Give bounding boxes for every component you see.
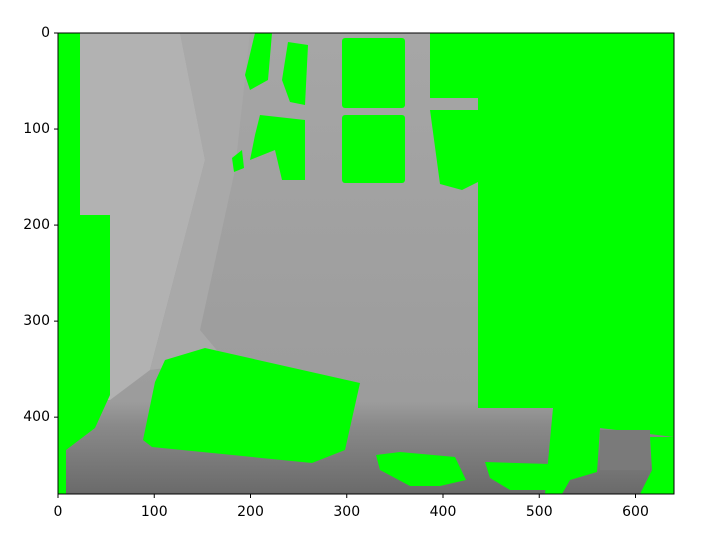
x-tick-label: 100 — [141, 504, 168, 520]
x-tick-label: 400 — [430, 504, 457, 520]
x-tick-label: 500 — [526, 504, 553, 520]
y-tick-label: 0 — [41, 25, 50, 41]
x-tick-label: 300 — [333, 504, 360, 520]
depth-image — [58, 33, 674, 494]
y-tick-label: 100 — [23, 121, 50, 137]
y-tick-label: 200 — [23, 217, 50, 233]
x-tick-label: 0 — [54, 504, 63, 520]
axes-frame — [57, 32, 675, 495]
x-tick-label: 200 — [237, 504, 264, 520]
y-tick-label: 400 — [23, 409, 50, 425]
y-tick-label: 300 — [23, 313, 50, 329]
x-tick-label: 600 — [622, 504, 649, 520]
